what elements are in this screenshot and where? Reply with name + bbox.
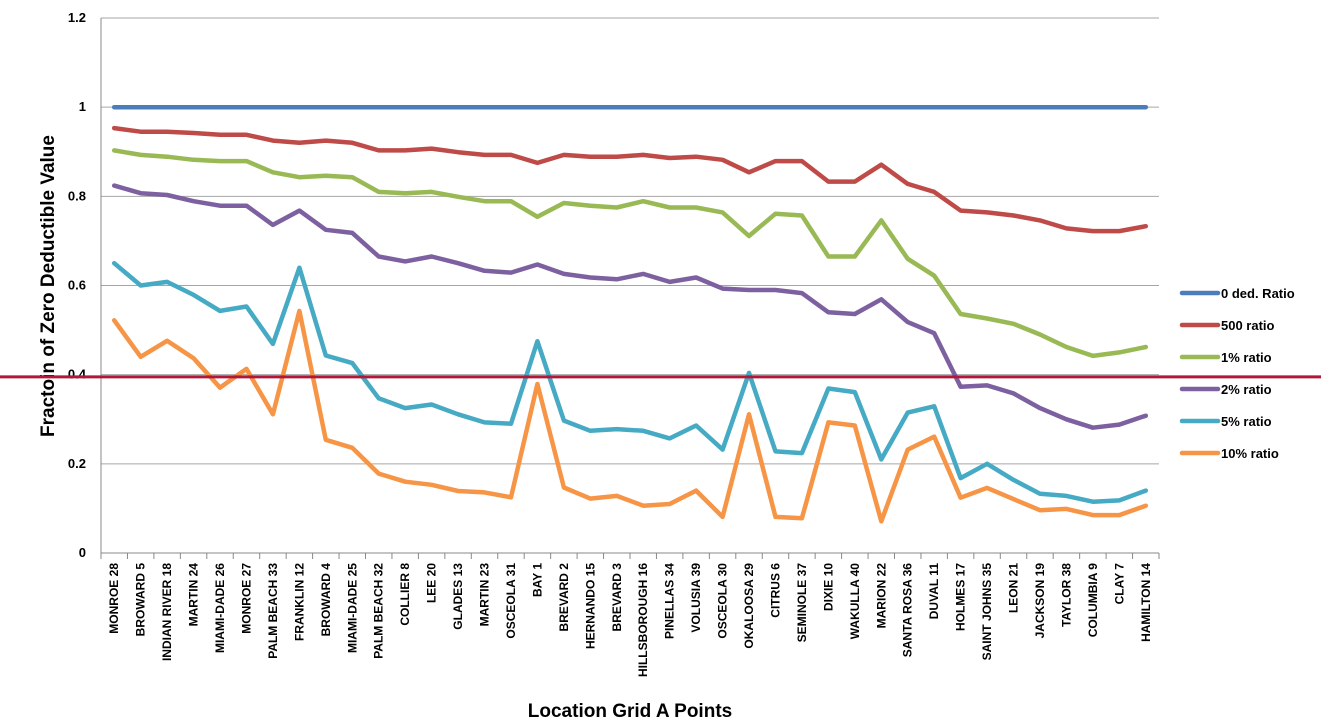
legend-label: 500 ratio [1221, 318, 1275, 333]
y-axis-title: Fractoin of Zero Deductible Value [38, 135, 59, 437]
x-tick-label: BREVARD 2 [557, 563, 571, 632]
x-tick-label: MONROE 28 [107, 563, 121, 634]
x-tick-label: HAMILTON 14 [1139, 563, 1153, 642]
x-tick-label: LEON 21 [1007, 563, 1021, 613]
x-tick-label: MARTIN 24 [187, 563, 201, 627]
x-tick-label: PALM BEACH 33 [266, 563, 280, 659]
x-tick-label: CITRUS 6 [768, 563, 782, 618]
series-line-4 [111, 260, 1149, 504]
y-tick-label: 0.8 [68, 188, 86, 203]
x-tick-label: VOLUSIA 39 [689, 563, 703, 633]
x-axis-ticks: MONROE 28 BROWARD 5 INDIAN RIVER 18 MARTIN … [100, 553, 1160, 677]
series-line-2 [111, 148, 1149, 359]
x-tick-label: CLAY 7 [1112, 563, 1126, 605]
x-tick-label: JACKSON 19 [1033, 563, 1047, 639]
x-tick-label: GLADES 13 [451, 563, 465, 630]
y-tick-label: 0 [79, 545, 86, 560]
y-tick-label: 0.2 [68, 456, 86, 471]
legend-label: 1% ratio [1221, 350, 1272, 365]
x-tick-label: LEE 20 [425, 563, 439, 603]
series-line-5 [111, 308, 1149, 524]
legend-label: 0 ded. Ratio [1221, 286, 1295, 301]
x-axis-title: Location Grid A Points [528, 701, 732, 722]
legend: 0 ded. Ratio 500 ratio 1% ratio 2% ratio 5% … [1179, 286, 1295, 461]
x-tick-label: TAYLOR 38 [1059, 563, 1073, 627]
x-tick-label: MIAMI-DADE 26 [213, 563, 227, 653]
x-tick-label: OSCEOLA 31 [504, 563, 518, 639]
x-tick-label: HERNANDO 15 [583, 563, 597, 649]
legend-label: 10% ratio [1221, 446, 1279, 461]
x-tick-label: BREVARD 3 [610, 563, 624, 632]
x-tick-label: MARION 22 [874, 563, 888, 629]
x-tick-label: DUVAL 11 [927, 563, 941, 620]
y-tick-label: 1.2 [68, 10, 86, 25]
legend-label: 2% ratio [1221, 382, 1272, 397]
series-lines [111, 104, 1149, 524]
x-tick-label: PINELLAS 34 [663, 563, 677, 639]
y-tick-label: 0.6 [68, 278, 86, 293]
x-tick-label: BAY 1 [530, 563, 544, 597]
x-tick-label: SANTA ROSA 36 [901, 563, 915, 658]
x-tick-label: DIXIE 10 [821, 563, 835, 611]
x-tick-label: MIAMI-DADE 25 [345, 563, 359, 653]
x-tick-label: OSCEOLA 30 [716, 563, 730, 639]
series-line-3 [111, 183, 1149, 430]
x-tick-label: PALM BEACH 32 [372, 563, 386, 659]
series-line-1 [111, 125, 1149, 234]
x-tick-label: HOLMES 17 [954, 563, 968, 631]
x-tick-label: COLLIER 8 [398, 563, 412, 626]
x-tick-label: INDIAN RIVER 18 [160, 563, 174, 661]
x-tick-label: COLUMBIA 9 [1086, 563, 1100, 638]
y-axis-ticks: 0 0.2 0.4 0.6 0.8 1 1.2 [68, 10, 87, 560]
x-tick-label: MARTIN 23 [478, 563, 492, 627]
y-tick-label: 0.4 [68, 367, 87, 382]
x-tick-label: FRANKLIN 12 [292, 563, 306, 641]
x-tick-label: OKALOOSA 29 [742, 563, 756, 649]
x-tick-label: MONROE 27 [239, 563, 253, 634]
x-tick-label: HILLSBOROUGH 16 [636, 563, 650, 677]
legend-label: 5% ratio [1221, 414, 1272, 429]
x-tick-label: SAINT JOHNS 35 [980, 563, 994, 661]
x-tick-label: WAKULLA 40 [848, 563, 862, 640]
x-tick-label: BROWARD 4 [319, 563, 333, 637]
y-tick-label: 1 [79, 99, 86, 114]
x-tick-label: BROWARD 5 [134, 563, 148, 637]
x-tick-label: SEMINOLE 37 [795, 563, 809, 643]
